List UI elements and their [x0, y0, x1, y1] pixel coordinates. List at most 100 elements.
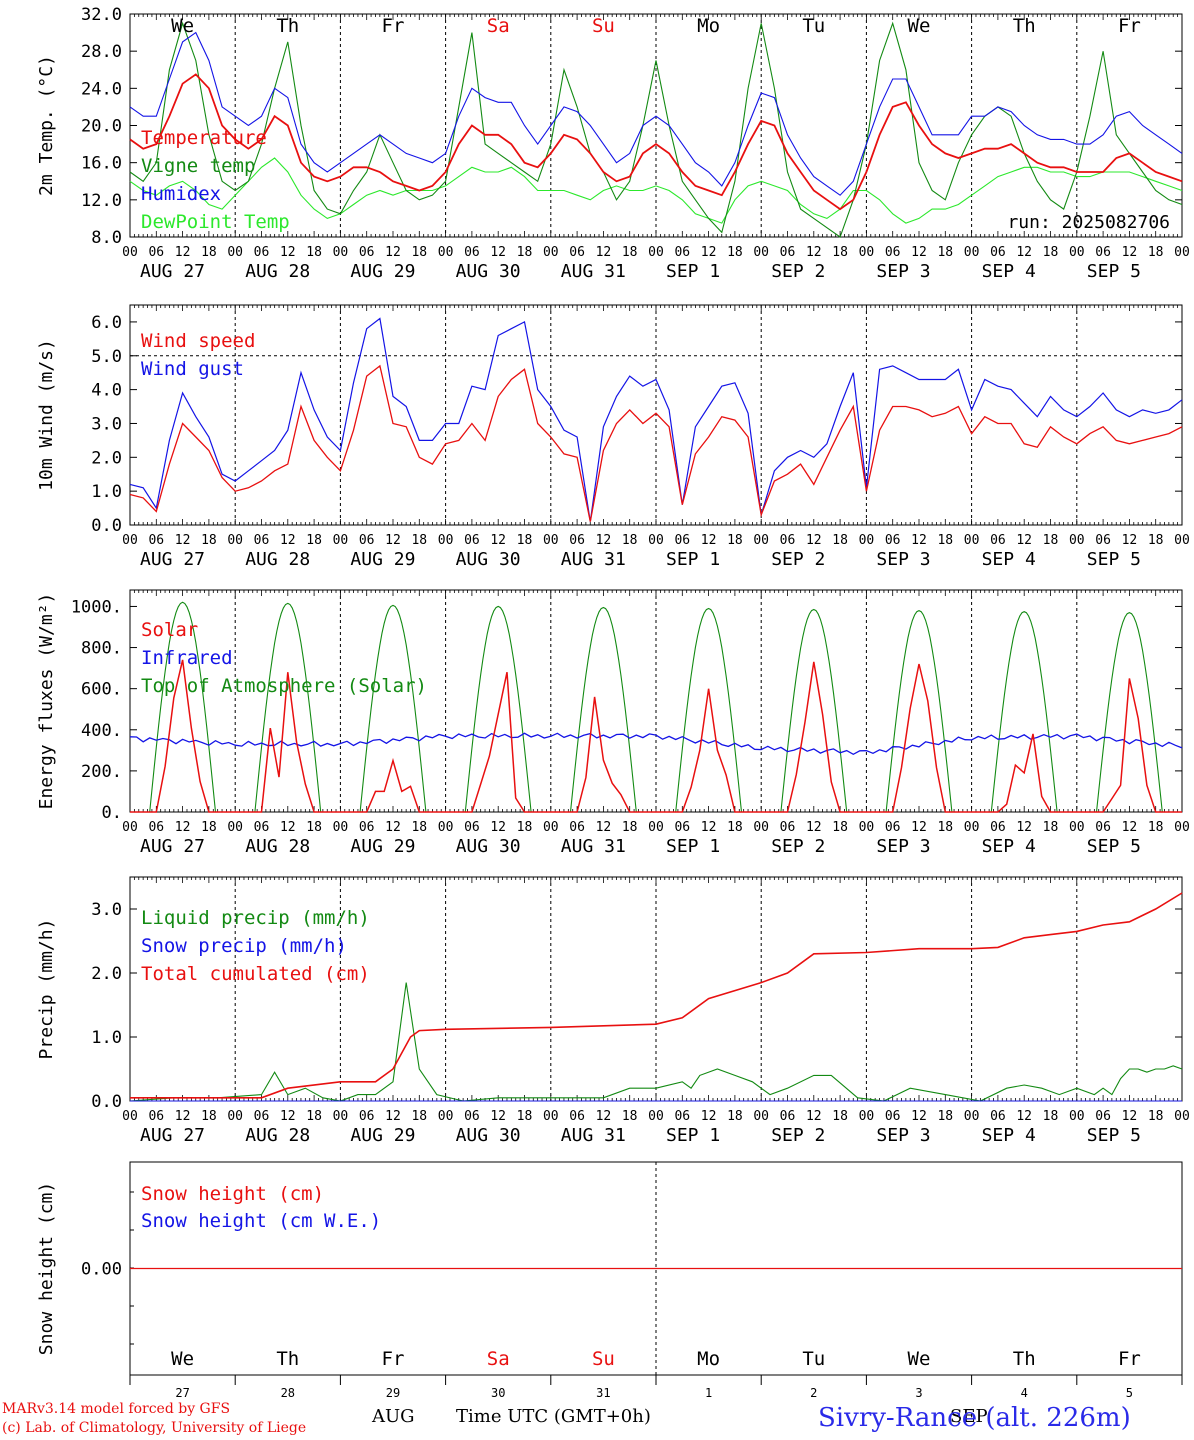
date-label: AUG 27	[140, 1125, 205, 1146]
hour-label: 12	[1122, 1109, 1138, 1124]
y-tick-label: 400.	[81, 721, 122, 741]
y-tick-label: 5.0	[91, 347, 122, 367]
hour-label: 12	[1016, 533, 1032, 548]
hour-label: 00	[753, 820, 769, 835]
series-line	[130, 601, 1180, 813]
y-tick-label: 3.0	[91, 900, 122, 920]
day-number: 27	[175, 1386, 189, 1400]
hour-label: 18	[832, 820, 848, 835]
hour-label: 12	[701, 533, 717, 548]
series-line	[129, 157, 1183, 224]
day-name: We	[171, 15, 194, 37]
hour-label: 18	[517, 820, 533, 835]
date-label: SEP 2	[771, 836, 825, 857]
day-name: We	[908, 1348, 931, 1370]
hour-label: 12	[911, 533, 927, 548]
station-title: Sivry-Rance (alt. 226m)	[818, 1403, 1131, 1433]
y-tick-label: 1000.	[71, 597, 122, 617]
day-name: Sa	[487, 15, 510, 37]
date-label: AUG 28	[245, 836, 310, 857]
day-number: 31	[596, 1386, 610, 1400]
y-axis-label: 10m Wind (m/s)	[36, 339, 57, 491]
hour-label: 12	[385, 245, 401, 260]
hour-label: 06	[464, 820, 480, 835]
date-label: SEP 3	[876, 261, 930, 282]
hour-label: 12	[911, 1109, 927, 1124]
date-label: SEP 2	[771, 549, 825, 570]
day-name: Fr	[1118, 1348, 1141, 1370]
hour-label: 18	[411, 1109, 427, 1124]
hour-label: 18	[201, 1109, 217, 1124]
date-label: AUG 29	[350, 836, 415, 857]
hour-label: 18	[937, 245, 953, 260]
hour-label: 12	[701, 1109, 717, 1124]
hour-label: 06	[569, 245, 585, 260]
hour-label: 00	[122, 533, 138, 548]
hour-label: 06	[1095, 1109, 1111, 1124]
hour-label: 06	[990, 820, 1006, 835]
hour-label: 00	[438, 245, 454, 260]
hour-label: 00	[859, 245, 875, 260]
day-name: Th	[1013, 1348, 1036, 1370]
date-label: SEP 3	[876, 836, 930, 857]
hour-label: 12	[175, 533, 191, 548]
series-line	[129, 31, 1183, 196]
hour-label: 00	[1174, 245, 1190, 260]
hour-label: 00	[543, 1109, 559, 1124]
date-label: AUG 30	[456, 261, 521, 282]
day-name: Th	[276, 1348, 299, 1370]
hour-label: 12	[490, 533, 506, 548]
hour-label: 12	[490, 820, 506, 835]
hour-label: 12	[1016, 1109, 1032, 1124]
date-label: AUG 27	[140, 261, 205, 282]
hour-label: 12	[280, 245, 296, 260]
hour-label: 06	[254, 533, 270, 548]
hour-label: 06	[885, 533, 901, 548]
hour-label: 00	[964, 245, 980, 260]
hour-label: 18	[517, 245, 533, 260]
date-label: AUG 29	[350, 261, 415, 282]
hour-label: 00	[648, 245, 664, 260]
hour-label: 12	[490, 245, 506, 260]
hour-label: 18	[1148, 820, 1164, 835]
date-label: AUG 31	[561, 836, 626, 857]
day-number: 28	[281, 1386, 295, 1400]
series-line	[130, 659, 1182, 813]
hour-label: 00	[964, 820, 980, 835]
y-tick-label: 600.	[81, 680, 122, 700]
hour-label: 18	[622, 245, 638, 260]
hour-label: 00	[1069, 1109, 1085, 1124]
legend-entry: Infrared	[141, 647, 233, 669]
date-label: SEP 1	[666, 836, 720, 857]
hour-label: 00	[543, 820, 559, 835]
hour-label: 18	[832, 1109, 848, 1124]
legend-entry: Total cumulated (cm)	[141, 963, 370, 985]
hour-label: 06	[674, 533, 690, 548]
hour-label: 00	[543, 533, 559, 548]
y-tick-label: 16.0	[81, 154, 122, 174]
date-label: SEP 5	[1087, 261, 1141, 282]
hour-label: 06	[1095, 820, 1111, 835]
hour-label: 06	[569, 1109, 585, 1124]
y-tick-label: 3.0	[91, 414, 122, 434]
hour-label: 06	[148, 245, 164, 260]
hour-label: 18	[411, 245, 427, 260]
hour-label: 00	[648, 1109, 664, 1124]
y-tick-label: 6.0	[91, 313, 122, 333]
legend-entry: Snow height (cm)	[141, 1183, 324, 1205]
date-label: AUG 28	[245, 549, 310, 570]
hour-label: 18	[832, 245, 848, 260]
hour-label: 18	[1148, 1109, 1164, 1124]
hour-label: 12	[596, 533, 612, 548]
hour-label: 06	[464, 533, 480, 548]
hour-label: 18	[1043, 820, 1059, 835]
hour-label: 06	[1095, 533, 1111, 548]
y-tick-label: 0.	[102, 803, 122, 823]
y-tick-label: 1.0	[91, 1028, 122, 1048]
hour-label: 00	[333, 820, 349, 835]
hour-label: 00	[1174, 820, 1190, 835]
legend-entry: Vigne temp	[141, 155, 255, 177]
hour-label: 00	[227, 533, 243, 548]
legend-entry: Humidex	[141, 183, 221, 205]
hour-label: 00	[859, 1109, 875, 1124]
